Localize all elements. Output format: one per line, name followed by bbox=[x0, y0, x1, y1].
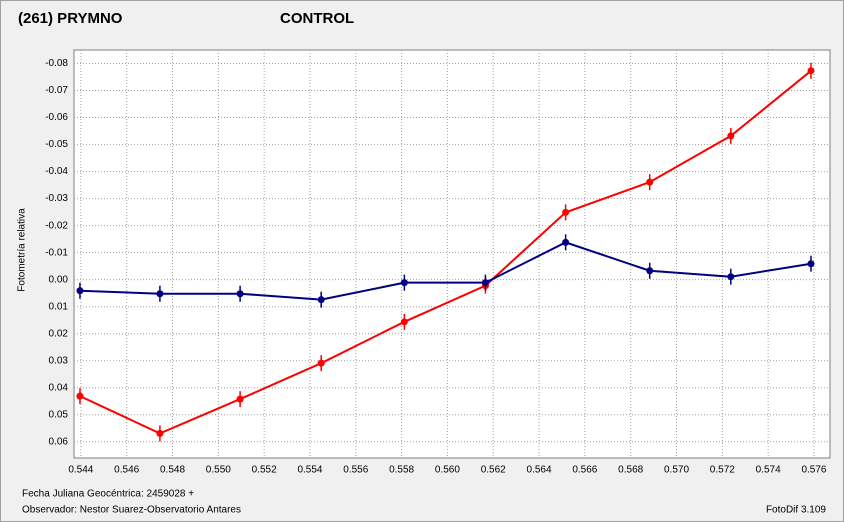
legend-series-2: CONTROL bbox=[280, 10, 354, 27]
x-tick-label: 0.546 bbox=[114, 465, 139, 476]
y-tick-label: 0.05 bbox=[49, 409, 69, 420]
observer: Observador: Nestor Suarez-Observatorio A… bbox=[22, 505, 241, 516]
x-tick-label: 0.550 bbox=[206, 465, 231, 476]
y-tick-label: 0.06 bbox=[49, 436, 69, 447]
y-tick-label: -0.03 bbox=[45, 193, 68, 204]
x-tick-label: 0.562 bbox=[481, 465, 506, 476]
x-tick-label: 0.554 bbox=[297, 465, 322, 476]
y-tick-label: -0.02 bbox=[45, 220, 68, 231]
data-point bbox=[76, 287, 84, 295]
x-tick-label: 0.566 bbox=[572, 465, 597, 476]
y-tick-label: 0.01 bbox=[49, 301, 69, 312]
y-tick-label: -0.04 bbox=[45, 166, 68, 177]
x-tick-label: 0.574 bbox=[756, 465, 781, 476]
x-tick-label: 0.552 bbox=[252, 465, 277, 476]
series-line bbox=[79, 241, 812, 301]
data-point bbox=[727, 132, 735, 140]
data-point bbox=[156, 290, 164, 298]
x-tick-label: 0.556 bbox=[343, 465, 368, 476]
x-tick-label: 0.568 bbox=[618, 465, 643, 476]
x-tick-label: 0.576 bbox=[801, 465, 826, 476]
data-point bbox=[807, 260, 815, 268]
data-point bbox=[236, 290, 244, 298]
x-tick-label: 0.570 bbox=[664, 465, 689, 476]
data-point bbox=[562, 238, 570, 246]
y-tick-label: 0.02 bbox=[49, 328, 69, 339]
data-point bbox=[727, 273, 735, 281]
x-tick-label: 0.548 bbox=[160, 465, 185, 476]
y-tick-label: -0.07 bbox=[45, 85, 68, 96]
plot-area bbox=[73, 49, 831, 459]
x-tick-label: 0.558 bbox=[389, 465, 414, 476]
y-tick-label: -0.01 bbox=[45, 247, 68, 258]
data-point bbox=[400, 279, 408, 287]
data-point bbox=[317, 359, 325, 367]
y-tick-label: 0.04 bbox=[49, 382, 69, 393]
legend-series-1: (261) PRYMNO bbox=[18, 10, 123, 27]
y-tick-label: -0.05 bbox=[45, 139, 68, 150]
data-point bbox=[646, 178, 654, 186]
y-tick-label: -0.06 bbox=[45, 112, 68, 123]
x-tick-label: 0.544 bbox=[68, 465, 93, 476]
data-point bbox=[76, 392, 84, 400]
x-axis-label: Fecha Juliana Geocéntrica: 2459028 + bbox=[22, 489, 194, 500]
software: FotoDif 3.109 bbox=[766, 505, 826, 516]
y-tick-label: 0.03 bbox=[49, 355, 69, 366]
x-tick-label: 0.560 bbox=[435, 465, 460, 476]
x-tick-label: 0.572 bbox=[710, 465, 735, 476]
data-point bbox=[236, 395, 244, 403]
data-point bbox=[400, 318, 408, 326]
series-line bbox=[79, 70, 812, 435]
data-point bbox=[646, 267, 654, 275]
x-tick-label: 0.564 bbox=[527, 465, 552, 476]
data-point bbox=[562, 208, 570, 216]
y-tick-label: 0.00 bbox=[49, 274, 69, 285]
y-tick-label: -0.08 bbox=[45, 58, 68, 69]
data-point bbox=[807, 67, 815, 75]
y-axis-label: Fotometría relativa bbox=[17, 208, 28, 292]
data-point bbox=[317, 296, 325, 304]
data-point bbox=[156, 429, 164, 437]
data-point bbox=[481, 279, 489, 287]
